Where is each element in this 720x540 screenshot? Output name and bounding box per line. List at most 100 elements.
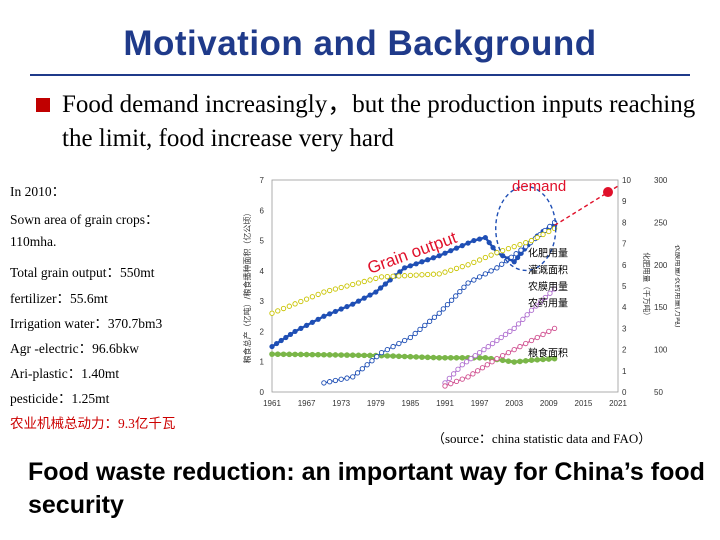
data-point xyxy=(361,295,367,301)
data-point xyxy=(533,303,539,309)
data-point xyxy=(315,316,321,322)
data-point xyxy=(413,354,419,360)
right2-tick-label: 200 xyxy=(654,261,668,270)
legend-label: 粮食面积 xyxy=(528,347,568,360)
x-tick-label: 1967 xyxy=(298,399,316,408)
data-point xyxy=(534,334,540,341)
data-point xyxy=(528,357,535,363)
data-point xyxy=(384,273,390,280)
data-point xyxy=(280,305,287,312)
data-point xyxy=(450,371,457,377)
grain-chart: 0 1 2 3 4 5 6 7 粮食总产（亿吨）/粮食播种面积（亿公顷） 0 1 2 3 4 5 6 7 8 9 10… xyxy=(240,168,680,423)
left-tick-label: 7 xyxy=(260,176,265,185)
data-point xyxy=(374,354,380,360)
right-tick-label: 0 xyxy=(622,388,627,397)
data-point xyxy=(489,359,495,365)
data-point xyxy=(269,343,275,350)
stat-line: Total grain output：550mt xyxy=(10,265,155,280)
data-point xyxy=(475,368,481,374)
data-point xyxy=(390,353,396,359)
data-point xyxy=(528,337,535,344)
data-point xyxy=(382,281,389,287)
data-point xyxy=(338,306,344,312)
data-point xyxy=(286,351,293,358)
data-point xyxy=(448,267,454,273)
data-point xyxy=(309,351,316,358)
highlight-circle xyxy=(495,185,557,272)
data-point xyxy=(534,357,541,363)
data-point xyxy=(350,301,356,307)
data-point xyxy=(465,240,471,246)
right-tick-label: 8 xyxy=(622,218,627,227)
x-tick-label: 1985 xyxy=(402,399,420,408)
data-point xyxy=(494,356,500,362)
data-point xyxy=(476,349,483,356)
data-point xyxy=(401,273,408,279)
data-point xyxy=(513,251,519,257)
data-point xyxy=(338,284,344,291)
data-point xyxy=(407,353,414,360)
data-point xyxy=(350,281,356,288)
data-point xyxy=(275,308,281,314)
data-point xyxy=(442,354,448,361)
data-point xyxy=(498,334,504,341)
right-tick-label: 6 xyxy=(622,261,627,270)
data-point xyxy=(468,356,474,362)
data-point xyxy=(367,277,373,283)
data-point xyxy=(463,359,470,365)
data-point xyxy=(315,291,321,298)
data-point xyxy=(547,290,553,296)
data-point xyxy=(344,283,350,289)
data-point xyxy=(373,275,379,282)
data-point xyxy=(350,374,356,380)
right-tick-label: 4 xyxy=(622,303,627,312)
data-point xyxy=(453,265,460,272)
data-point xyxy=(459,243,465,249)
data-point xyxy=(546,356,552,362)
right2-tick-label: 50 xyxy=(654,388,663,397)
data-point xyxy=(507,328,513,335)
data-point xyxy=(364,362,370,368)
data-point xyxy=(459,376,465,382)
data-point xyxy=(511,259,517,265)
data-point xyxy=(367,292,373,298)
data-point xyxy=(476,354,483,361)
data-point xyxy=(402,265,408,271)
right2-tick-label: 150 xyxy=(654,303,668,312)
data-point xyxy=(309,294,316,300)
x-tick-label: 2021 xyxy=(609,399,627,408)
series-line-粮食需求 xyxy=(554,185,619,227)
data-point xyxy=(384,353,391,359)
data-point xyxy=(547,223,553,230)
legend-label: 农膜用量 xyxy=(528,280,568,293)
right-axis-1-label: 化肥用量（千万吨） xyxy=(642,252,652,320)
data-point xyxy=(482,234,488,241)
data-point xyxy=(344,375,350,381)
right-tick-label: 10 xyxy=(622,176,631,185)
data-point xyxy=(298,351,304,358)
data-point xyxy=(515,321,522,327)
data-point xyxy=(494,265,500,271)
data-point xyxy=(476,274,483,280)
data-point xyxy=(280,351,287,358)
data-point xyxy=(283,334,289,341)
data-point xyxy=(286,303,292,309)
data-point xyxy=(422,322,428,329)
stat-line-machinery: 农业机械总动力：9.3亿千瓦 xyxy=(10,416,176,431)
data-point xyxy=(453,245,460,251)
data-point xyxy=(551,286,558,292)
left-tick-label: 1 xyxy=(260,358,265,367)
plot-frame xyxy=(271,179,619,393)
data-point xyxy=(448,297,455,303)
data-point xyxy=(524,312,530,318)
data-point xyxy=(505,349,512,356)
left-tick-label: 0 xyxy=(260,388,265,397)
data-point xyxy=(488,252,494,258)
data-point xyxy=(517,343,523,350)
data-point xyxy=(481,346,487,353)
data-point xyxy=(447,354,454,361)
data-point xyxy=(465,262,471,268)
x-tick-label: 2015 xyxy=(575,399,593,408)
data-point xyxy=(396,273,402,279)
x-tick-label: 1997 xyxy=(471,399,489,408)
